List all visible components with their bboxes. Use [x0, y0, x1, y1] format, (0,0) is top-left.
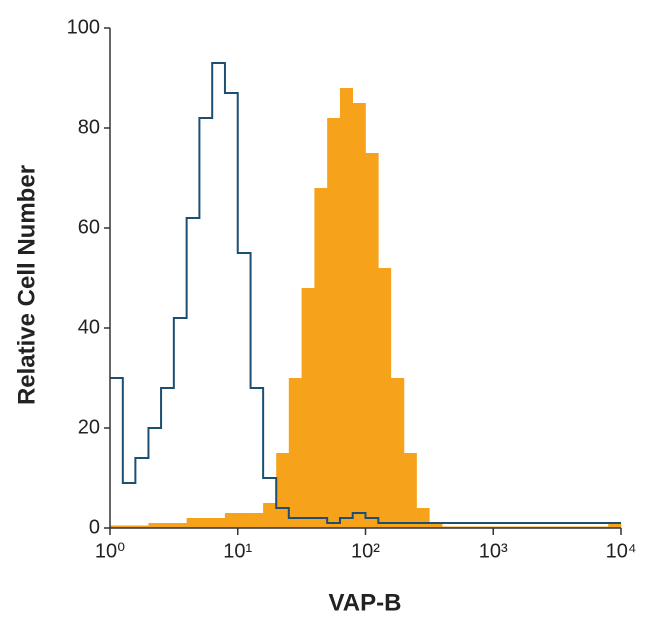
histogram-bar [365, 153, 379, 528]
histogram-bar [416, 508, 430, 528]
histogram-bar [429, 523, 443, 528]
histogram-bar [288, 378, 302, 528]
histogram-bar [378, 268, 392, 528]
x-tick-label: 10⁴ [606, 540, 637, 562]
histogram-bar [237, 513, 251, 528]
y-tick-label: 0 [89, 516, 100, 538]
histogram-bar [403, 453, 417, 528]
histogram-bar [212, 518, 226, 528]
histogram-bar [390, 378, 405, 528]
histogram-bar [161, 523, 175, 528]
histogram-bar [148, 523, 162, 528]
histogram-bar [186, 518, 200, 528]
y-tick-label: 60 [78, 216, 100, 238]
histogram-bar [110, 525, 124, 528]
x-tick-label: 10³ [479, 540, 508, 562]
histogram-bar [263, 503, 277, 528]
y-tick-label: 20 [78, 416, 100, 438]
x-tick-label: 10² [351, 540, 380, 562]
histogram-bar [250, 513, 264, 528]
histogram-bar [352, 103, 366, 528]
histogram-bar [224, 513, 239, 528]
x-tick-label: 10¹ [223, 540, 252, 562]
histogram-bar [173, 523, 187, 528]
histogram-bar [339, 88, 354, 528]
histogram-bar [608, 523, 622, 528]
y-tick-label: 40 [78, 316, 100, 338]
histogram-bar [199, 518, 213, 528]
histogram-bar [327, 118, 341, 528]
y-tick-label: 100 [67, 16, 100, 38]
x-tick-label: 10⁰ [95, 540, 125, 562]
y-axis-title: Relative Cell Number [13, 165, 40, 405]
histogram-bar [276, 453, 290, 528]
histogram-bar [314, 188, 328, 528]
histogram-bar [122, 525, 136, 528]
y-tick-label: 80 [78, 116, 100, 138]
histogram-bar [135, 525, 149, 528]
x-axis-title: VAP-B [329, 589, 402, 616]
histogram-bar [301, 288, 315, 528]
